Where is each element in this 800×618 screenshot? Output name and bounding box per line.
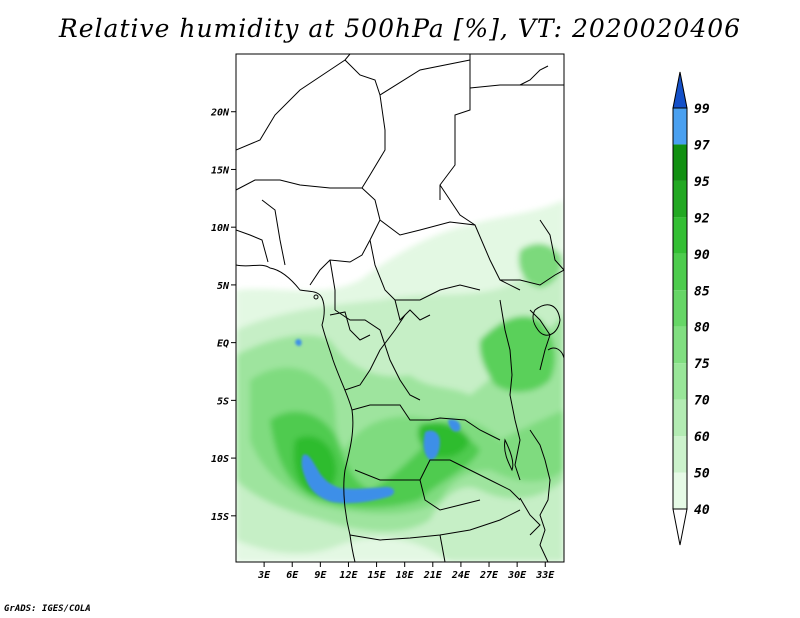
- colorbar-segment: [673, 217, 687, 254]
- lon-tick-label: 12E: [339, 570, 358, 581]
- colorbar-label: 95: [694, 175, 710, 190]
- lat-tick-label: 10S: [211, 454, 229, 465]
- grads-credit: GrADS: IGES/COLA: [4, 604, 91, 614]
- colorbar-segment: [673, 290, 687, 327]
- map-frame: [235, 53, 565, 563]
- chart-title: Relative humidity at 500hPa [%], VT: 202…: [58, 14, 742, 43]
- colorbar-segment: [673, 180, 687, 218]
- lat-tick-label: 5N: [217, 281, 230, 292]
- lat-tick-label: 5S: [217, 396, 229, 407]
- lon-tick-label: 18E: [396, 570, 415, 581]
- colorbar-label: 70: [694, 394, 710, 409]
- lon-tick-label: 33E: [535, 570, 555, 581]
- colorbar-frame: [672, 107, 688, 510]
- colorbar-label: 75: [694, 357, 710, 372]
- colorbar-label: 50: [694, 467, 710, 482]
- colorbar-segment: [673, 363, 687, 400]
- lon-tick-label: 6E: [286, 570, 299, 581]
- colorbar-segment: [673, 253, 687, 291]
- colorbar-label: 40: [694, 503, 710, 518]
- lon-tick-label: 24E: [451, 570, 471, 581]
- colorbar-label: 60: [694, 430, 710, 445]
- lat-tick-label: 10N: [211, 223, 230, 234]
- colorbar-segment: [673, 326, 687, 364]
- lat-tick-label: 15N: [211, 165, 230, 176]
- longitude-axis: 3E 6E 9E 12E 15E 18E 21E 24E 27E 30E 33E: [257, 562, 555, 581]
- lon-tick-label: 27E: [479, 570, 499, 581]
- rh-region-high-ne: [518, 243, 562, 288]
- latitude-axis: 20N 15N 10N 5N EQ 5S 10S 15S: [210, 108, 236, 523]
- lon-tick-label: 21E: [423, 570, 443, 581]
- rh-saturation-cells: [295, 339, 461, 504]
- lon-tick-label: 30E: [507, 570, 527, 581]
- rh-region-high-east: [479, 316, 556, 392]
- colorbar-segment: [672, 508, 688, 546]
- lon-tick-label: 9E: [314, 570, 327, 581]
- lat-tick-label: EQ: [217, 339, 229, 350]
- colorbar-label: 85: [694, 284, 710, 299]
- colorbar-label: 80: [694, 321, 710, 336]
- colorbar-segment: [673, 144, 687, 181]
- coastline-west: [236, 264, 356, 562]
- colorbar-label: 92: [694, 211, 710, 226]
- country-borders: [236, 54, 564, 562]
- colorbar-label: 97: [694, 138, 710, 153]
- colorbar: 40 50 60 70 75 80 85 90 92 95 97 99: [672, 71, 710, 546]
- lat-tick-label: 20N: [210, 108, 230, 119]
- lon-tick-label: 15E: [368, 570, 387, 581]
- colorbar-segment: [673, 472, 687, 509]
- colorbar-segment: [673, 108, 687, 145]
- colorbar-segment: [673, 436, 687, 473]
- colorbar-segment: [673, 399, 687, 437]
- lat-tick-label: 15S: [211, 512, 229, 523]
- humidity-field: [236, 200, 564, 562]
- colorbar-label: 99: [694, 102, 710, 117]
- colorbar-label: 90: [694, 248, 710, 263]
- lon-tick-label: 3E: [257, 570, 271, 581]
- colorbar-segment: [672, 71, 688, 109]
